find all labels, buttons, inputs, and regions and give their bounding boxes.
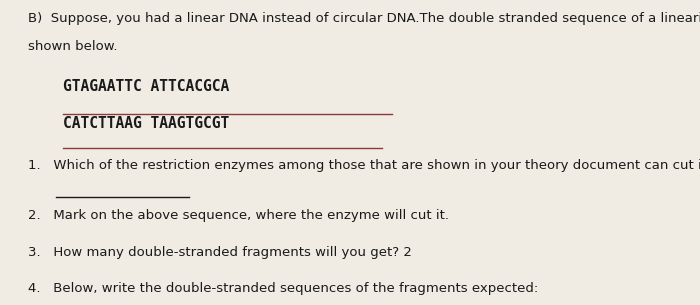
Text: 3.   How many double-stranded fragments will you get? 2: 3. How many double-stranded fragments wi… (28, 246, 412, 259)
Text: 4.   Below, write the double-stranded sequences of the fragments expected:: 4. Below, write the double-stranded sequ… (28, 282, 538, 295)
Text: 2.   Mark on the above sequence, where the enzyme will cut it.: 2. Mark on the above sequence, where the… (28, 209, 449, 222)
Text: B)  Suppose, you had a linear DNA instead of circular DNA.The double stranded se: B) Suppose, you had a linear DNA instead… (28, 12, 700, 25)
Text: GTAGAATTC ATTCACGCA: GTAGAATTC ATTCACGCA (63, 79, 230, 94)
Text: shown below.: shown below. (28, 40, 118, 53)
Text: 1.   Which of the restriction enzymes among those that are shown in your theory : 1. Which of the restriction enzymes amon… (28, 159, 700, 172)
Text: CATCTTAAG TAAGTGCGT: CATCTTAAG TAAGTGCGT (63, 116, 230, 131)
